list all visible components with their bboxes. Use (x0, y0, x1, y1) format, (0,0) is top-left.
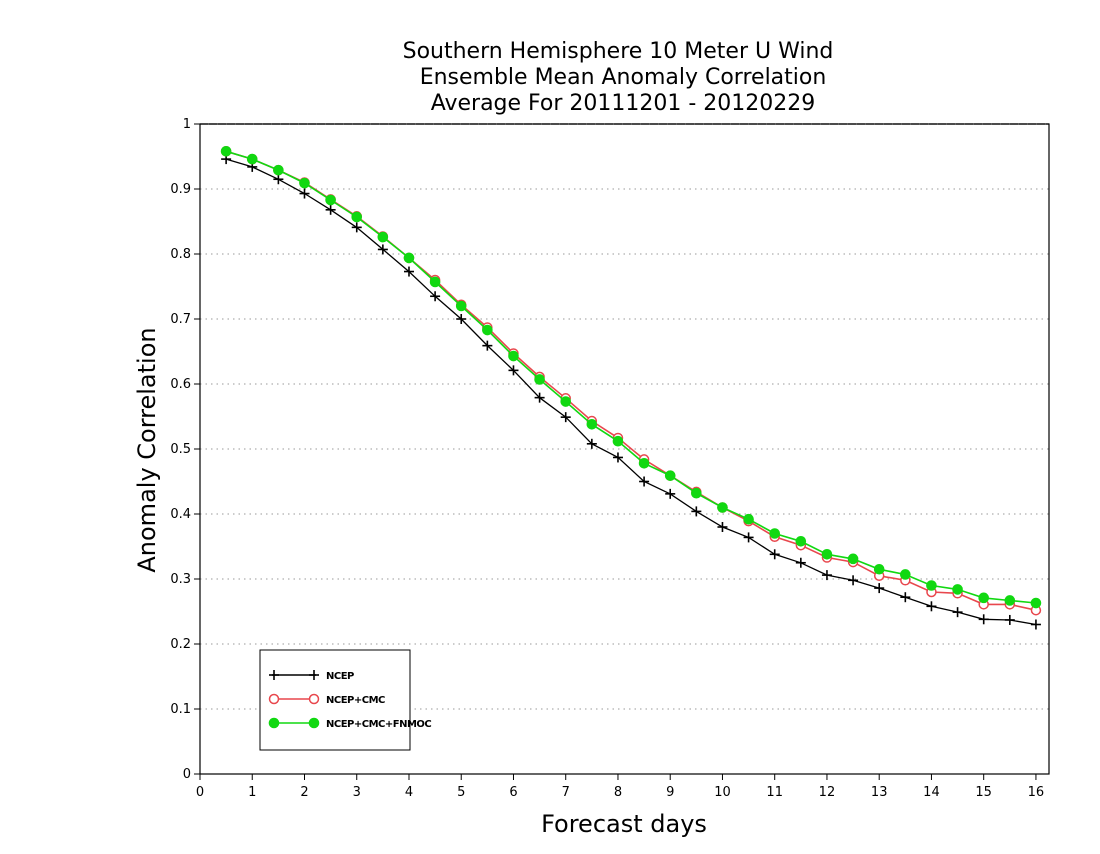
data-point (691, 487, 702, 499)
y-tick-label: 0.1 (170, 702, 191, 717)
chart-title-line-1: Southern Hemisphere 10 Meter U Wind (403, 39, 834, 64)
x-axis-title: Forecast days (541, 810, 707, 838)
x-tick-label: 0 (196, 785, 204, 800)
data-point (769, 528, 781, 539)
data-point (1004, 595, 1016, 606)
chart-title: Southern Hemisphere 10 Meter U Wind Ense… (403, 39, 834, 116)
series-layer (220, 146, 1042, 630)
data-point (246, 153, 258, 165)
data-point (403, 252, 415, 264)
data-point (508, 350, 519, 362)
legend-item: NCEP+CMC+FNMOC (268, 717, 432, 730)
data-point (351, 211, 363, 223)
x-tick-label: 8 (614, 785, 622, 800)
legend: NCEP NCEP+CMC NCEP+CMC+FNMOC (259, 649, 432, 751)
x-tick-label: 7 (562, 785, 570, 800)
series-ncep-cmc (220, 146, 1042, 616)
x-tick-label: 10 (714, 785, 731, 800)
y-tick-label: 0.2 (170, 637, 191, 652)
data-point (873, 563, 885, 575)
legend-item: NCEP+CMC (268, 693, 386, 706)
series-line (225, 150, 1037, 611)
data-point (952, 584, 963, 595)
data-point (900, 569, 911, 580)
x-tick-label: 3 (353, 785, 361, 800)
y-tick-label: 0.8 (170, 247, 191, 262)
data-point (664, 470, 676, 481)
chart-title-line-3: Average For 20111201 - 20120229 (431, 91, 816, 116)
x-tick-label: 6 (509, 785, 517, 800)
x-tick-label: 4 (405, 785, 413, 800)
x-tick-label: 2 (300, 785, 308, 800)
series-line (225, 150, 1036, 604)
x-tick-label: 9 (666, 785, 674, 800)
x-tick-label: 12 (819, 785, 836, 800)
x-tick-label: 15 (975, 785, 992, 800)
data-point (795, 536, 807, 547)
y-tick-label: 0 (183, 767, 191, 782)
legend-marker-end (308, 693, 320, 705)
legend-label: NCEP+CMC (326, 695, 385, 706)
data-point (586, 419, 598, 430)
data-point (612, 435, 624, 447)
data-point (377, 231, 389, 243)
data-point (638, 458, 650, 469)
x-tick-label: 5 (457, 785, 465, 800)
data-point (273, 164, 284, 176)
y-tick-label: 0.5 (170, 442, 191, 457)
y-tick-label: 1 (183, 117, 191, 132)
legend-label: NCEP+CMC+FNMOC (326, 719, 431, 730)
data-point (926, 580, 937, 591)
x-tick-label: 11 (766, 785, 783, 800)
y-tick-label: 0.3 (170, 572, 191, 587)
legend-marker-start (268, 693, 280, 705)
series-ncep (221, 154, 1041, 630)
legend-items: NCEP NCEP+CMC NCEP+CMC+FNMOC (268, 670, 432, 730)
y-axis-title: Anomaly Correlation (133, 327, 161, 572)
data-point (717, 502, 728, 513)
x-tick-label: 16 (1028, 785, 1045, 800)
data-point (220, 146, 232, 157)
data-point (429, 276, 441, 288)
x-tick-label: 14 (923, 785, 940, 800)
series-line (225, 158, 1037, 626)
data-point (847, 553, 859, 565)
legend-item: NCEP (269, 670, 355, 682)
y-tick-label: 0.7 (170, 312, 191, 327)
data-point (821, 549, 833, 560)
data-point (534, 374, 545, 385)
data-point (325, 194, 336, 206)
legend-marker-end (308, 717, 320, 729)
y-tick-label: 0.9 (170, 182, 191, 197)
legend-marker-start (268, 717, 280, 729)
legend-label: NCEP (326, 671, 354, 682)
axis-ticks: 00.10.20.30.40.50.60.70.80.910 1 2 3 4 5 6 7 8 9 1… (170, 117, 1044, 800)
data-point (743, 513, 754, 525)
y-tick-label: 0.6 (170, 377, 191, 392)
data-point (978, 592, 989, 604)
data-point (482, 324, 493, 336)
x-tick-label: 13 (871, 785, 888, 800)
data-point (455, 300, 467, 312)
x-tick-label: 1 (248, 785, 256, 800)
chart-title-line-2: Ensemble Mean Anomaly Correlation (420, 65, 827, 90)
series-ncep-cmc-fnmoc (220, 146, 1042, 609)
data-point (1030, 597, 1042, 609)
data-point (560, 396, 572, 407)
data-point (299, 177, 310, 189)
legend-box (259, 649, 411, 751)
y-tick-label: 0.4 (170, 507, 191, 522)
